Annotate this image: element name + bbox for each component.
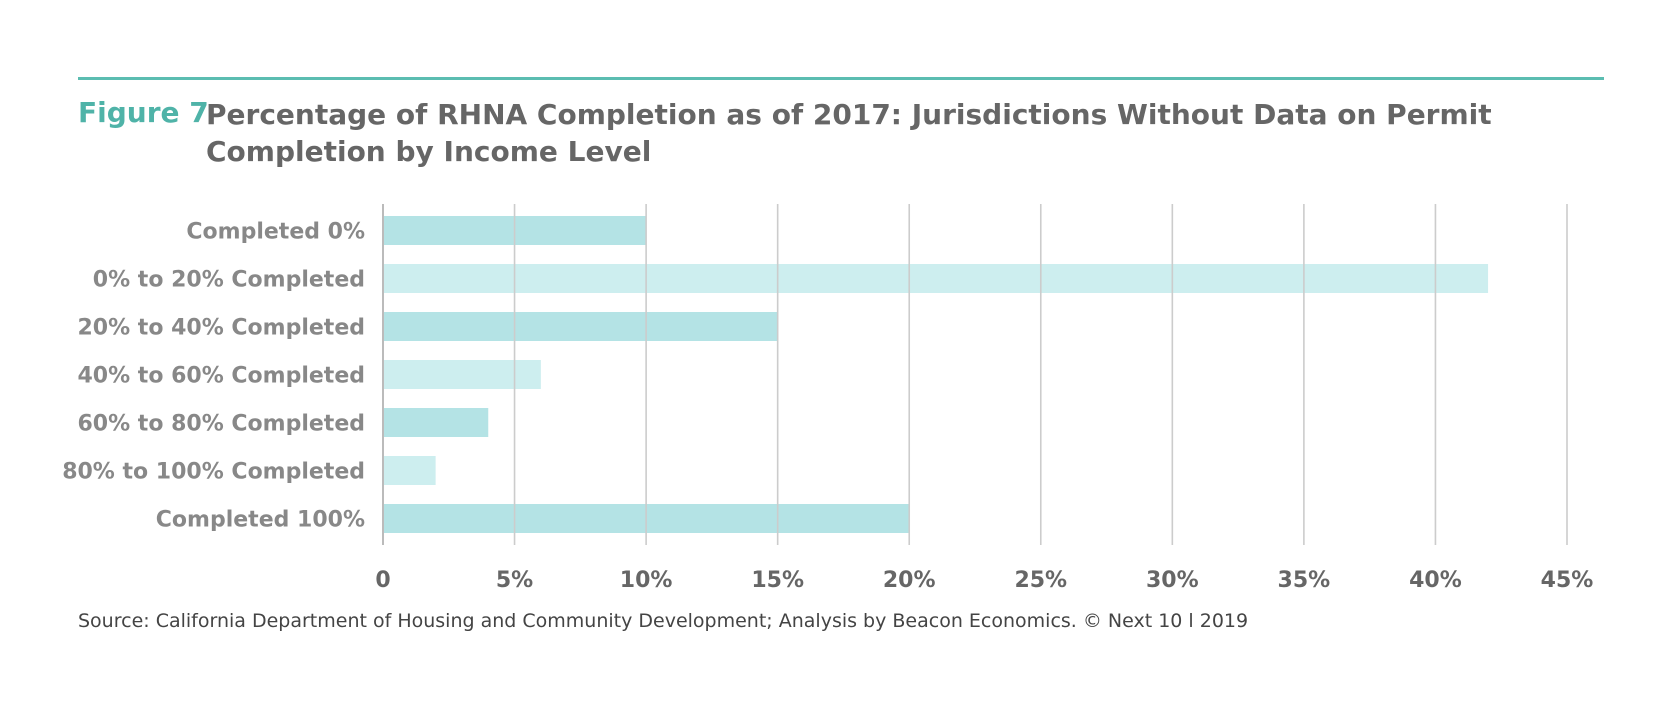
x-tick-label: 15%	[751, 568, 804, 593]
grid-layer	[382, 204, 1568, 545]
bar-4	[383, 408, 489, 437]
category-label: 0% to 20% Completed	[93, 268, 365, 293]
top-rule	[78, 77, 1604, 80]
bar-3	[383, 360, 541, 389]
source-note: Source: California Department of Housing…	[78, 610, 1249, 632]
category-labels: Completed 0% 0% to 20% Completed 20% to 40…	[62, 220, 365, 533]
category-label: Completed 100%	[156, 508, 365, 533]
category-label: 60% to 80% Completed	[77, 412, 365, 437]
chart-title: Percentage of RHNA Completion as of 2017…	[206, 98, 1492, 168]
bar-layer	[383, 216, 1489, 533]
category-label: Completed 0%	[186, 220, 365, 245]
x-tick-label: 20%	[883, 568, 936, 593]
figure-label: Figure 7	[78, 96, 209, 129]
bar-1	[383, 264, 1489, 293]
category-label: 80% to 100% Completed	[62, 460, 365, 485]
x-tick-label: 35%	[1278, 568, 1331, 593]
x-tick-label: 25%	[1014, 568, 1067, 593]
bar-5	[383, 456, 436, 485]
bar-2	[383, 312, 778, 341]
x-tick-label: 40%	[1409, 568, 1462, 593]
x-tick-label: 30%	[1146, 568, 1199, 593]
x-tick-label: 0	[375, 568, 390, 593]
x-tick-label: 5%	[496, 568, 533, 593]
category-label: 20% to 40% Completed	[77, 316, 365, 341]
figure-title-block: Figure 7 Percentage of RHNA Completion a…	[78, 96, 1608, 170]
category-label: 40% to 60% Completed	[77, 364, 365, 389]
x-tick-label: 45%	[1541, 568, 1594, 593]
x-tick-label: 10%	[620, 568, 673, 593]
x-tick-labels: 0 5% 10% 15% 20% 25% 30% 35% 40% 45%	[375, 568, 1593, 593]
